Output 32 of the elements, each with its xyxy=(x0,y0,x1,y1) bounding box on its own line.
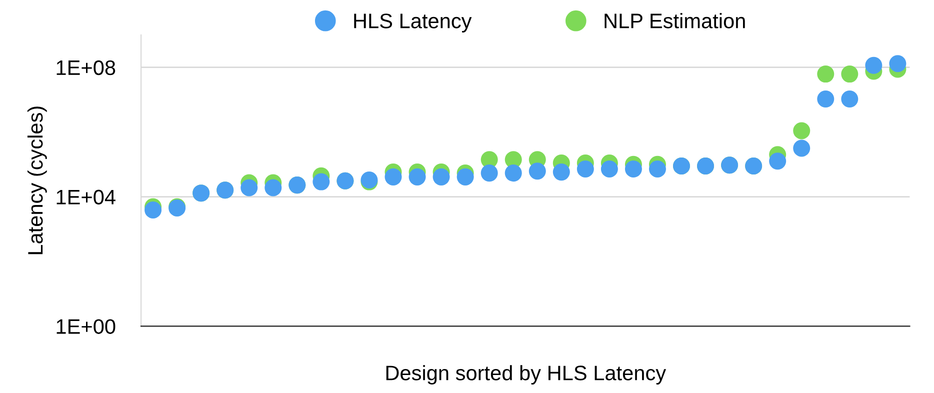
point xyxy=(817,66,834,83)
point xyxy=(576,160,594,178)
point xyxy=(480,164,498,182)
point xyxy=(552,164,570,181)
legend-label: HLS Latency xyxy=(354,14,472,32)
y-tick-label: 1E+08 xyxy=(56,60,116,76)
point xyxy=(817,90,834,108)
y-axis-title: Latency (cycles) xyxy=(27,106,47,254)
point xyxy=(793,122,810,140)
point xyxy=(841,90,858,108)
point xyxy=(865,56,882,74)
point xyxy=(264,179,282,196)
point xyxy=(600,160,618,178)
point xyxy=(793,140,810,157)
point xyxy=(504,164,522,182)
point xyxy=(432,168,450,186)
point xyxy=(648,160,666,178)
point xyxy=(889,55,906,72)
point xyxy=(240,179,258,196)
point xyxy=(408,168,426,186)
point xyxy=(624,160,642,178)
y-tick-label: 1E+00 xyxy=(56,319,116,334)
point xyxy=(312,173,330,190)
point xyxy=(769,152,786,170)
x-axis-title: Design sorted by HLS Latency xyxy=(386,365,666,384)
point xyxy=(144,201,162,218)
point xyxy=(456,168,474,186)
point xyxy=(528,162,546,180)
point xyxy=(384,168,402,186)
y-tick-label: 1E+04 xyxy=(56,190,116,205)
legend-label: NLP Estimation xyxy=(604,13,745,28)
point xyxy=(841,66,858,83)
